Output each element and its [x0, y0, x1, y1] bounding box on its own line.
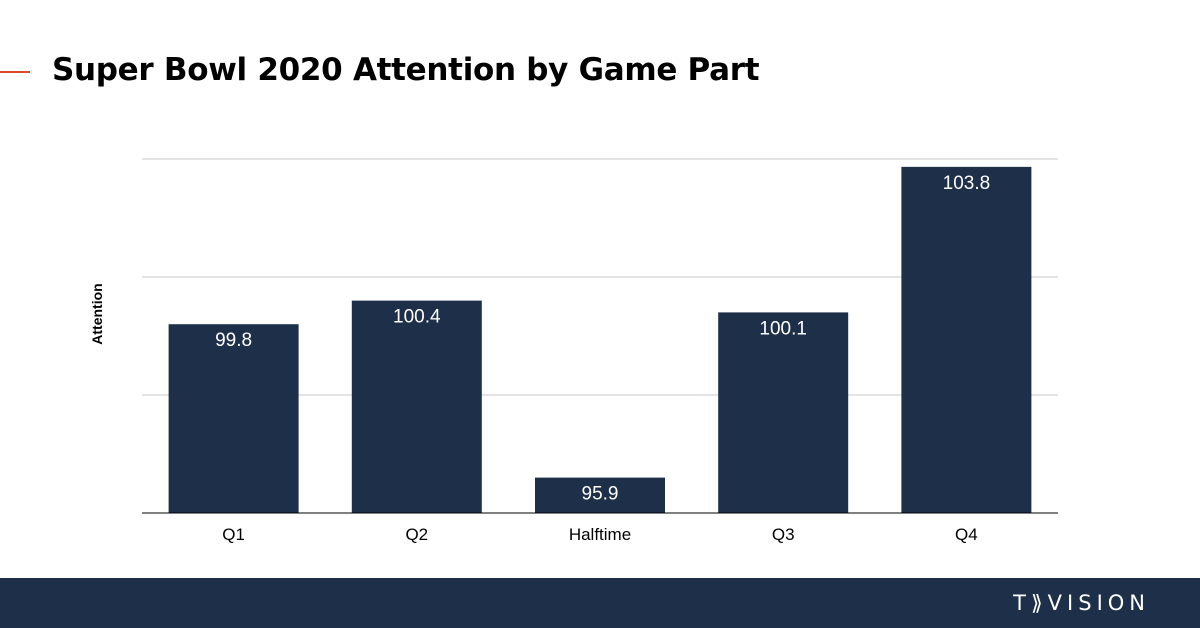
- title-accent-line: [0, 71, 30, 73]
- bar-q2: [351, 300, 482, 513]
- footer-bar: T⟫VISION: [0, 578, 1200, 628]
- x-tick-label-q4: Q4: [955, 525, 978, 544]
- bar-chart: 99.8 100.4 95.9 100.1 103.8 Q1 Q2 Halftime Q3 Q4…: [89, 158, 1058, 544]
- bar-value-label-q4: 103.8: [943, 173, 991, 194]
- bar-value-label-q1: 99.8: [215, 330, 252, 351]
- x-axis-tick-labels: Q1 Q2 Halftime Q3 Q4: [222, 525, 977, 544]
- bar-value-label-halftime: 95.9: [582, 484, 619, 505]
- chart-title: Super Bowl 2020 Attention by Game Part: [52, 52, 760, 88]
- bar-q4: [901, 166, 1032, 513]
- bar-value-label-q3: 100.1: [759, 318, 807, 339]
- bars: [168, 166, 1032, 513]
- bar-q3: [718, 312, 849, 513]
- x-tick-label-halftime: Halftime: [569, 525, 631, 544]
- y-axis-label: Attention: [89, 283, 105, 344]
- bar-value-labels: 99.8 100.4 95.9 100.1 103.8: [215, 173, 990, 505]
- x-tick-label-q1: Q1: [222, 525, 245, 544]
- x-tick-label-q3: Q3: [772, 525, 795, 544]
- x-tick-label-q2: Q2: [405, 525, 428, 544]
- tvision-logo: T⟫VISION: [1013, 591, 1150, 615]
- bar-value-label-q2: 100.4: [393, 307, 441, 328]
- bar-halftime: [535, 477, 665, 513]
- bar-q1: [168, 324, 299, 513]
